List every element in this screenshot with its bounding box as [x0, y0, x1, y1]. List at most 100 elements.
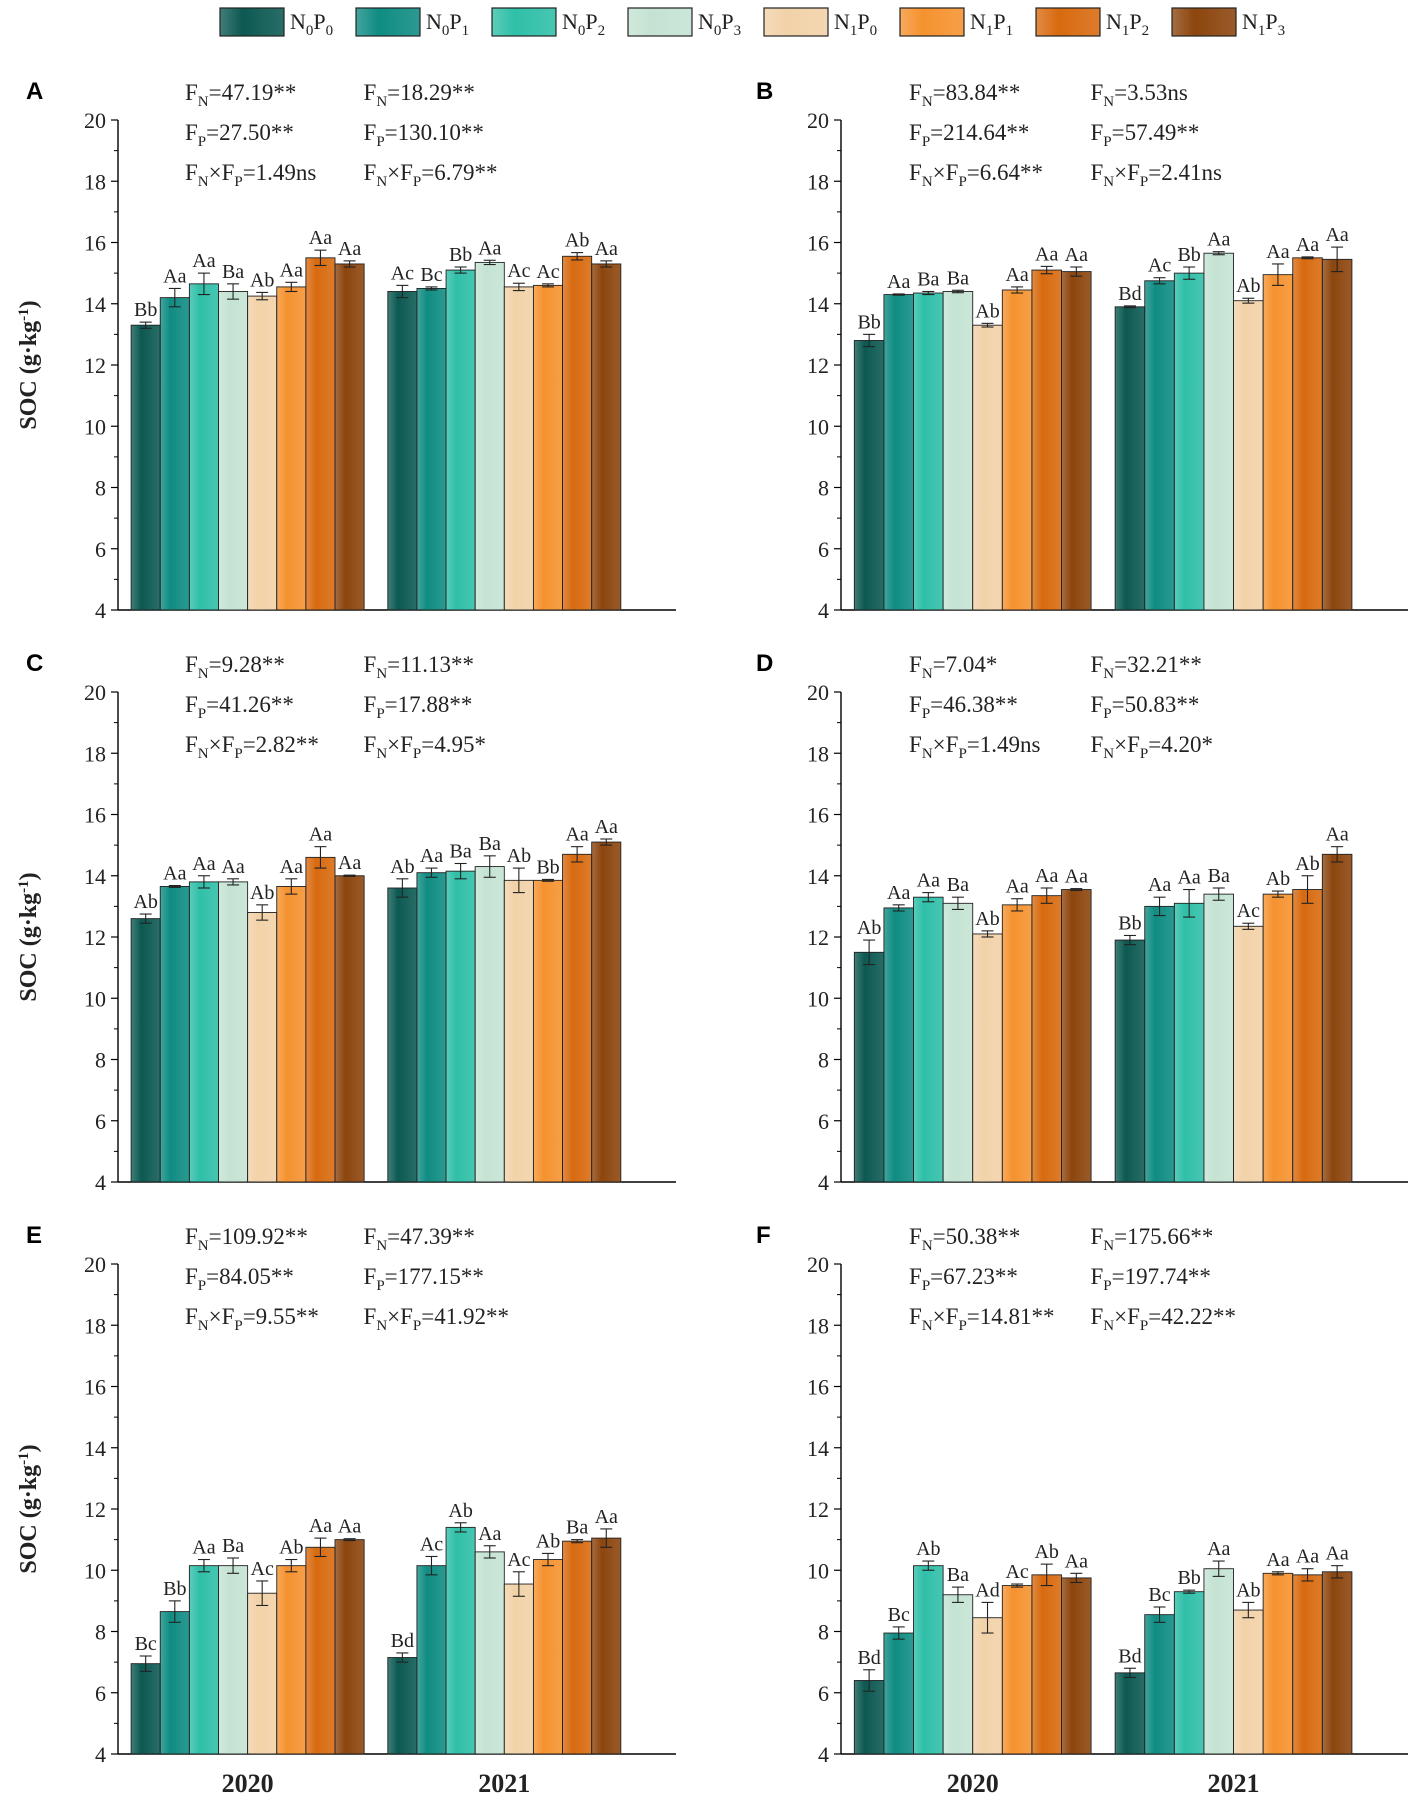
bar-2021-2 [445, 269, 476, 611]
bar-2020-6 [305, 856, 336, 1183]
significance-label: Aa [1266, 241, 1289, 263]
anova-stat-value: =47.19** [209, 80, 297, 105]
anova-stat-sub: N [198, 94, 209, 110]
bar-2020-1 [883, 907, 914, 1183]
y-tick-label: 4 [95, 1742, 106, 1767]
bar-2021-3 [1203, 1568, 1234, 1755]
anova-stat-value: =83.84** [933, 80, 1021, 105]
significance-label: Ab [390, 856, 414, 878]
legend-label-n: N [1242, 9, 1258, 34]
y-axis-label-close: ) [16, 300, 42, 308]
anova-stat-value: =1.49ns [967, 732, 1041, 757]
bar-2020-2 [913, 292, 944, 611]
anova-stat-sub: N [198, 174, 209, 190]
bar-2021-4 [503, 879, 534, 1183]
anova-stat: FP=177.15** [364, 1264, 484, 1294]
significance-label: Aa [1266, 1549, 1289, 1571]
y-tick-label: 12 [807, 925, 829, 950]
legend-entry-label: N1P3 [1242, 9, 1285, 39]
anova-stat: FP=214.64** [909, 120, 1029, 150]
anova-stat-f: F [1090, 692, 1103, 717]
bar-2021-2 [445, 870, 476, 1183]
significance-label: Ab [857, 917, 881, 939]
y-tick-label: 8 [95, 1620, 106, 1645]
significance-label: Bb [536, 856, 559, 878]
significance-label: Aa [1325, 824, 1348, 846]
anova-stat-f: F [185, 160, 198, 185]
anova-stat: FN=11.13** [364, 652, 475, 682]
y-tick-label: 14 [84, 1436, 106, 1461]
bar-2020-3 [942, 1594, 974, 1755]
significance-label: Ac [507, 1549, 530, 1571]
significance-label: Aa [1065, 1550, 1088, 1572]
anova-stat: FN=47.19** [185, 80, 296, 110]
anova-stat: FN=3.53ns [1090, 80, 1187, 110]
significance-label: Bc [888, 1604, 910, 1626]
legend-sub-p: 1 [1006, 23, 1014, 39]
significance-label: Bb [449, 244, 472, 266]
significance-label: Aa [309, 824, 332, 846]
significance-label: Aa [595, 238, 618, 260]
anova-stat-f: F [185, 1224, 198, 1249]
y-tick-label: 12 [84, 1497, 106, 1522]
anova-stat: FN=18.29** [364, 80, 475, 110]
bar-2021-1 [416, 287, 447, 611]
anova-stat-sub: P [958, 174, 966, 190]
significance-label: Ba [222, 1535, 244, 1557]
legend-entry-label: N1P0 [834, 9, 877, 39]
y-axis-label-sup: -1 [16, 880, 32, 893]
bar-2021-6 [1292, 1574, 1323, 1755]
bar-2020-3 [218, 291, 249, 611]
bar-2021-4 [1233, 925, 1264, 1183]
significance-label: Ab [975, 300, 999, 322]
bar-2021-2 [1173, 272, 1205, 611]
y-axis-label-main: SOC (g·kg [16, 1465, 42, 1574]
significance-label: Aa [595, 1506, 618, 1528]
legend-swatch [899, 7, 965, 37]
significance-label: Ab [1295, 853, 1319, 875]
anova-stat-sub: P [376, 134, 384, 150]
bar-2021-6 [562, 853, 593, 1183]
bar-2020-4 [972, 1617, 1003, 1755]
y-tick-label: 16 [807, 231, 829, 256]
significance-label: Aa [1005, 876, 1028, 898]
anova-stat: FP=50.83** [1090, 692, 1199, 722]
anova-stat-sub: N [376, 174, 387, 190]
x-group-label-2021: 2021 [478, 1769, 530, 1798]
bar-2020-3 [942, 291, 974, 611]
bar-2021-4 [1233, 1609, 1264, 1755]
significance-label: Ba [222, 261, 244, 283]
anova-stat-sub: P [376, 1278, 384, 1294]
anova-stat-f: F [364, 80, 377, 105]
significance-label: Aa [478, 1523, 501, 1545]
anova-stat-f: F [364, 1264, 377, 1289]
anova-stat: FN×FP=41.92** [364, 1304, 509, 1334]
anova-stat-f: F [364, 1304, 377, 1329]
bar-2021-4 [1233, 300, 1264, 611]
bar-2021-0 [387, 887, 418, 1183]
legend-sub-p: 3 [734, 23, 742, 39]
anova-stat-f: F [185, 1264, 198, 1289]
y-tick-label: 6 [818, 1681, 829, 1706]
significance-label: Aa [309, 1515, 332, 1537]
bar-2021-1 [1144, 1614, 1175, 1755]
anova-stat-sub: P [1140, 746, 1148, 762]
bar-2020-1 [159, 297, 190, 611]
bar-2020-7 [334, 1539, 365, 1755]
legend-label-n: N [970, 9, 986, 34]
bar-2021-1 [416, 872, 447, 1183]
anova-stat: FN=32.21** [1090, 652, 1201, 682]
significance-label: Ac [1148, 255, 1171, 277]
anova-stat: FN=50.38** [909, 1224, 1020, 1254]
legend-sub-p: 2 [1142, 23, 1150, 39]
anova-stat: FN×FP=2.82** [185, 732, 319, 762]
bar-2021-0 [387, 291, 418, 611]
bar-2020-0 [130, 324, 161, 611]
anova-stat: FN=9.28** [185, 652, 285, 682]
y-tick-label: 20 [84, 108, 106, 133]
anova-stat-times: ×F [933, 160, 959, 185]
bar-2021-7 [1321, 1571, 1353, 1755]
significance-label: Ab [1236, 275, 1260, 297]
bar-2021-5 [532, 879, 564, 1183]
